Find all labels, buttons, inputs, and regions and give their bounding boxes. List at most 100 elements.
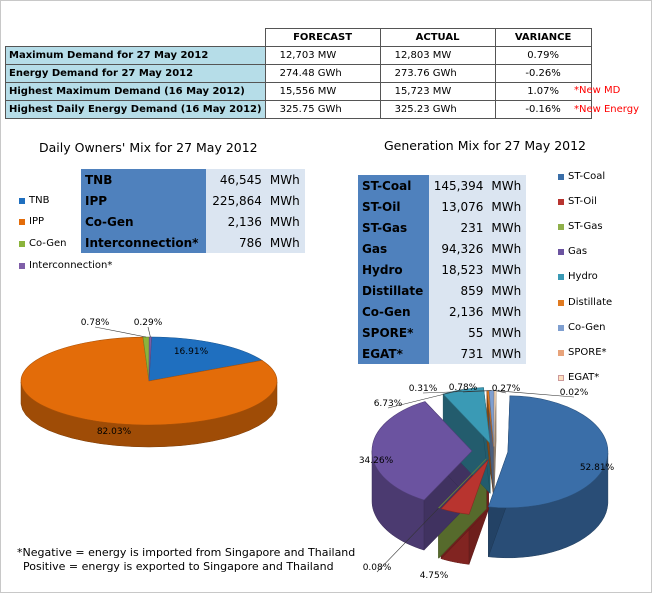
legend-swatch — [558, 324, 564, 331]
owners-mix-unit: MWh — [265, 211, 305, 232]
pie-data-label: 0.31% — [409, 384, 438, 394]
generation-mix-value: 231 — [428, 217, 488, 238]
pie-slice-wall — [488, 451, 509, 557]
summary-row: Highest Maximum Demand (16 May 2012) 15,… — [5, 82, 592, 101]
owners-mix-name: Co-Gen — [81, 211, 207, 232]
generation-mix-row: EGAT* 731 MWh — [358, 343, 526, 364]
legend-swatch — [558, 248, 564, 255]
generation-mix-table: ST-Coal 145,394 MWh ST-Oil 13,076 MWh ST-Gas… — [358, 175, 526, 364]
pie-data-label: 0.78% — [449, 383, 478, 393]
summary-row-label: Highest Maximum Demand (16 May 2012) — [5, 82, 266, 101]
generation-mix-unit: MWh — [487, 175, 526, 196]
generation-mix-value: 731 — [428, 343, 488, 364]
summary-header-blank — [6, 29, 266, 47]
pie-slice-hydro — [442, 387, 491, 445]
footnote-line-2: Positive = energy is exported to Singapo… — [23, 560, 334, 573]
pie-slice-side — [488, 453, 609, 559]
summary-forecast: 12,703 MW — [264, 46, 381, 65]
pie-slice-wall — [423, 450, 473, 551]
pie-slice-wall — [440, 458, 489, 560]
pie-slice-side — [371, 450, 425, 551]
legend-swatch — [558, 349, 564, 356]
pie-slice-wall — [442, 393, 491, 495]
summary-actual: 273.76 GWh — [379, 64, 496, 83]
pie-slice-side — [440, 508, 470, 565]
summary-actual: 325.23 GWh — [379, 100, 496, 119]
pie-leader-line — [387, 389, 463, 409]
generation-mix-unit: MWh — [487, 322, 526, 343]
legend-label: TNB — [29, 195, 50, 206]
legend-item-cogen: Co-Gen — [19, 238, 67, 249]
legend-swatch — [19, 197, 25, 204]
legend-item-tnb: TNB — [19, 195, 49, 206]
pie-slice-co-gen — [142, 336, 150, 382]
pie-slice-ipp — [20, 336, 278, 426]
pie-slice-side — [20, 381, 278, 448]
pie-slice-wall — [486, 390, 494, 497]
generation-mix-unit: MWh — [487, 301, 526, 322]
owners-mix-name: Interconnection* — [81, 232, 207, 253]
legend-label: Interconnection* — [29, 260, 113, 271]
legend-swatch — [558, 374, 564, 381]
pie-slice-st-coal — [488, 395, 609, 509]
generation-mix-name: ST-Gas — [358, 217, 429, 238]
generation-mix-unit: MWh — [487, 343, 526, 364]
pie-slice-wall — [488, 390, 494, 497]
generation-mix-unit: MWh — [487, 196, 526, 217]
owners-mix-value: 2,136 — [206, 211, 266, 232]
owners-mix-name: TNB — [81, 169, 207, 190]
legend-item-st-oil: ST-Oil — [558, 196, 597, 207]
pie-leader-line — [462, 390, 492, 393]
generation-mix-value: 94,326 — [428, 238, 488, 259]
summary-actual: 12,803 MW — [379, 46, 496, 65]
summary-row-label: Maximum Demand for 27 May 2012 — [5, 46, 266, 65]
footnote: *Negative = energy is imported from Sing… — [17, 546, 355, 574]
summary-actual: 15,723 MW — [379, 82, 496, 101]
legend-item-spore: SPORE* — [558, 347, 607, 358]
pie-slice-co-gen — [488, 390, 495, 447]
pie-leader-line — [494, 390, 575, 398]
owners-mix-name: IPP — [81, 190, 207, 211]
pie-slice-wall — [507, 395, 511, 502]
legend-item-st-coal: ST-Coal — [558, 171, 605, 182]
pie-slice-tnb — [148, 336, 263, 382]
summary-forecast: 274.48 GWh — [264, 64, 381, 83]
owners-mix-row: TNB 46,545 MWh — [81, 169, 305, 190]
generation-mix-name: Gas — [358, 238, 429, 259]
generation-mix-row: Distillate 859 MWh — [358, 280, 526, 301]
footnote-line-1: *Negative = energy is imported from Sing… — [17, 546, 356, 559]
pie-data-label: 0.29% — [134, 318, 163, 328]
pie-data-label: 52.81% — [580, 463, 615, 473]
legend-swatch — [19, 262, 25, 269]
generation-mix-name: Distillate — [358, 280, 429, 301]
owners-mix-row: Interconnection* 786 MWh — [81, 232, 305, 253]
pie-slice-interconnection- — [148, 336, 152, 382]
owners-mix-unit: MWh — [265, 169, 305, 190]
generation-mix-value: 859 — [428, 280, 488, 301]
pie-slice-st-gas — [437, 458, 487, 509]
generation-mix-name: SPORE* — [358, 322, 429, 343]
legend-label: Gas — [568, 246, 588, 257]
demand-summary-table: FORECAST ACTUAL VARIANCE Maximum Demand … — [5, 28, 592, 119]
pie-data-label: 4.75% — [420, 571, 449, 581]
pie-slice-wall — [424, 400, 473, 502]
actual-header: ACTUAL — [379, 28, 496, 47]
legend-label: Distillate — [568, 297, 613, 308]
owners-mix-value: 46,545 — [206, 169, 266, 190]
legend-item-distillate: Distillate — [558, 297, 612, 308]
pie-slice-wall — [488, 390, 495, 497]
generation-mix-row: Hydro 18,523 MWh — [358, 259, 526, 280]
pie-leader-line — [376, 507, 439, 573]
owners-mix-value: 225,864 — [206, 190, 266, 211]
pie-slice-gas — [371, 401, 473, 501]
pie-slice-wall — [438, 458, 487, 559]
pie-data-label: 82.03% — [97, 427, 132, 437]
generation-mix-row: Co-Gen 2,136 MWh — [358, 301, 526, 322]
summary-row-label: Energy Demand for 27 May 2012 — [5, 64, 266, 83]
pie-leader-line — [147, 326, 151, 338]
generation-mix-unit: MWh — [487, 259, 526, 280]
pie-leader-line — [422, 390, 488, 394]
legend-item-hydro: Hydro — [558, 271, 598, 282]
generation-mix-unit: MWh — [487, 217, 526, 238]
